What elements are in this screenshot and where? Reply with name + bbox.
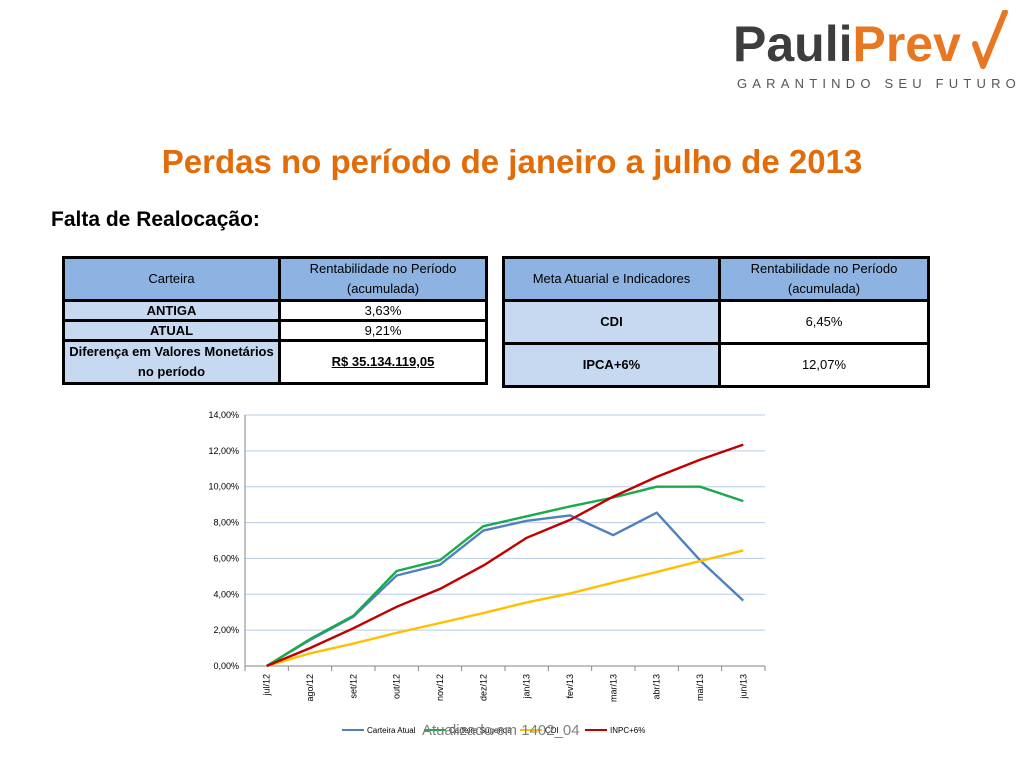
- y-tick-label: 12,00%: [208, 446, 239, 456]
- carteira-table: Carteira Rentabilidade no Período (acumu…: [62, 256, 488, 385]
- x-tick-label: out/12: [392, 674, 402, 699]
- table-header-row: Carteira Rentabilidade no Período (acumu…: [62, 256, 488, 302]
- table-row: Diferença em Valores Monetários no perío…: [62, 339, 488, 385]
- row-label-ipca: IPCA+6%: [502, 342, 721, 388]
- series-line-cdi: [266, 549, 744, 668]
- legend-label: Carteira Atual: [367, 726, 416, 735]
- y-tick-label: 8,00%: [213, 518, 239, 528]
- header-rentabilidade: Rentabilidade no Período (acumulada): [718, 256, 930, 302]
- x-tick-label: ago/12: [305, 674, 315, 702]
- meta-atuarial-table: Meta Atuarial e Indicadores Rentabilidad…: [502, 256, 930, 388]
- table-row: IPCA+6% 12,07%: [502, 342, 930, 388]
- x-tick-label: set/12: [348, 674, 358, 699]
- logo-part-prev: Prev: [852, 16, 961, 72]
- footer-updated: Atualizado em 1402_04: [422, 722, 580, 739]
- table-row: ATUAL 9,21%: [62, 319, 488, 342]
- legend-label: INPC+6%: [610, 726, 645, 735]
- x-tick-label: abr/13: [652, 674, 662, 700]
- table-row: CDI 6,45%: [502, 299, 930, 345]
- table-row: ANTIGA 3,63%: [62, 299, 488, 322]
- x-tick-label: mai/13: [695, 674, 705, 701]
- page-title: Perdas no período de janeiro a julho de …: [161, 143, 863, 180]
- x-tick-label: mar/13: [608, 674, 618, 702]
- x-tick-label: fev/13: [565, 674, 575, 699]
- header-meta: Meta Atuarial e Indicadores: [502, 256, 721, 302]
- legend-label: Carteira Sugerida: [449, 726, 512, 735]
- row-value-ipca: 12,07%: [718, 342, 930, 388]
- table-header-row: Meta Atuarial e Indicadores Rentabilidad…: [502, 256, 930, 302]
- row-label-cdi: CDI: [502, 299, 721, 345]
- row-label-diferenca: Diferença em Valores Monetários no perío…: [62, 339, 281, 385]
- x-tick-label: nov/12: [435, 674, 445, 701]
- legend-label: CDI: [545, 726, 559, 735]
- y-tick-label: 2,00%: [213, 625, 239, 635]
- row-value-diferenca: R$ 35.134.119,05: [278, 339, 488, 385]
- y-tick-label: 10,00%: [208, 482, 239, 492]
- x-tick-label: jan/13: [522, 674, 532, 700]
- y-tick-label: 4,00%: [213, 589, 239, 599]
- logo-part-pauli: Pauli: [733, 16, 853, 72]
- x-tick-label: dez/12: [478, 674, 488, 701]
- chart-svg: 0,00% 2,00% 4,00% 6,00% 8,00% 10,00% 12,00% 14,…: [208, 410, 766, 735]
- y-tick-label: 0,00%: [213, 661, 239, 671]
- row-label-antiga: ANTIGA: [62, 299, 281, 322]
- x-tick-label: jul/12: [262, 674, 272, 697]
- header-carteira: Carteira: [62, 256, 281, 302]
- row-label-atual: ATUAL: [62, 319, 281, 342]
- x-tick-label: jun/13: [738, 674, 748, 700]
- paulprev-logo: PauliPrev GARANTINDO SEU FUTURO: [733, 10, 1016, 95]
- series-line-inpc-6-: [266, 443, 744, 668]
- logo-wordmark: PauliPrev: [733, 14, 961, 74]
- section-subtitle: Falta de Realocação:: [51, 208, 260, 231]
- y-tick-label: 14,00%: [208, 410, 239, 420]
- logo-tagline: GARANTINDO SEU FUTURO: [737, 76, 1021, 91]
- rentabilidade-line-chart: 0,00% 2,00% 4,00% 6,00% 8,00% 10,00% 12,00% 14,…: [190, 405, 780, 750]
- row-value-cdi: 6,45%: [718, 299, 930, 345]
- series-line-carteira-atual: [266, 511, 745, 668]
- header-rentabilidade: Rentabilidade no Período (acumulada): [278, 256, 488, 302]
- row-value-atual: 9,21%: [278, 319, 488, 342]
- series-line-carteira-sugerida: [266, 485, 744, 668]
- y-tick-label: 6,00%: [213, 553, 239, 563]
- logo-check-icon: [972, 10, 1008, 69]
- row-value-antiga: 3,63%: [278, 299, 488, 322]
